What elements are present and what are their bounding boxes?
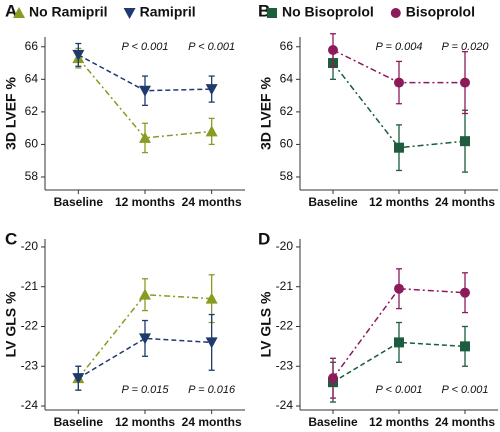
x-tick-label: 12 months: [369, 415, 429, 429]
y-tick-label: 66: [25, 39, 39, 53]
marker: [328, 373, 338, 384]
marker: [267, 8, 277, 18]
marker: [390, 8, 401, 18]
y-tick-label: 58: [25, 169, 39, 183]
y-tick-label: -21: [21, 279, 39, 293]
y-tick-label: 60: [25, 137, 39, 151]
x-tick-label: Baseline: [308, 195, 358, 209]
series-line: [332, 341, 466, 383]
x-tick-label: 24 months: [182, 415, 242, 429]
x-tick-label: 12 months: [369, 195, 429, 209]
y-tick-label: -20: [276, 239, 294, 253]
annotation: P < 0.001: [442, 384, 489, 396]
annotation: P = 0.004: [376, 41, 423, 53]
y-tick-label: 64: [280, 71, 294, 85]
y-tick-label: -23: [21, 358, 39, 372]
marker: [460, 77, 470, 88]
x-tick-label: Baseline: [54, 415, 104, 429]
y-tick-label: 62: [280, 104, 294, 118]
legend-label: No Ramipril: [29, 4, 108, 20]
marker: [394, 142, 404, 153]
y-tick-label: -24: [276, 398, 294, 412]
marker: [460, 287, 470, 298]
marker: [328, 45, 338, 56]
y-axis-label: 3D LVEF %: [3, 77, 19, 150]
x-tick-label: Baseline: [54, 195, 104, 209]
panel-label: A: [5, 1, 17, 20]
marker: [205, 84, 218, 96]
y-tick-label: 58: [280, 169, 294, 183]
annotation: P = 0.015: [122, 384, 170, 396]
marker: [460, 341, 470, 352]
y-tick-label: 60: [280, 137, 294, 151]
marker: [139, 333, 151, 345]
marker: [205, 292, 218, 304]
x-tick-label: Baseline: [308, 415, 358, 429]
y-axis-label: 3D LVEF %: [258, 77, 274, 150]
marker: [139, 131, 151, 143]
marker: [123, 8, 136, 19]
legend-label: Ramipril: [140, 4, 196, 20]
x-tick-label: 24 months: [435, 415, 495, 429]
annotation: P < 0.001: [376, 384, 423, 396]
legend-label: No Bisoprolol: [282, 4, 374, 20]
marker: [72, 373, 85, 385]
x-tick-label: 12 months: [115, 415, 175, 429]
panel-label: D: [258, 229, 270, 248]
marker: [205, 125, 218, 137]
y-axis-label: LV GLS %: [258, 291, 274, 357]
y-axis-label: LV GLS %: [3, 291, 19, 357]
annotation: P < 0.001: [122, 41, 169, 53]
marker: [394, 77, 404, 88]
x-tick-label: 12 months: [115, 195, 175, 209]
marker: [460, 136, 470, 147]
legend-label: Bisoprolol: [406, 4, 475, 20]
x-tick-label: 24 months: [435, 195, 495, 209]
marker: [72, 49, 85, 61]
y-tick-label: 64: [25, 71, 39, 85]
series-line: [332, 287, 466, 379]
y-tick-label: 62: [25, 104, 39, 118]
marker: [139, 288, 151, 300]
marker: [205, 337, 218, 349]
y-tick-label: 66: [280, 39, 294, 53]
marker: [13, 7, 25, 18]
annotation: P = 0.020: [442, 41, 490, 53]
panel-label: C: [5, 229, 17, 248]
x-tick-label: 24 months: [182, 195, 242, 209]
y-tick-label: -22: [276, 319, 294, 333]
y-tick-label: -23: [276, 358, 294, 372]
y-tick-label: -22: [21, 319, 39, 333]
marker: [394, 337, 404, 348]
marker: [139, 85, 151, 97]
annotation: P < 0.001: [188, 41, 235, 53]
annotation: P = 0.016: [188, 384, 236, 396]
y-tick-label: -24: [21, 398, 39, 412]
y-tick-label: -21: [276, 279, 294, 293]
y-tick-label: -20: [21, 239, 39, 253]
series-line: [77, 337, 212, 379]
marker: [394, 283, 404, 294]
